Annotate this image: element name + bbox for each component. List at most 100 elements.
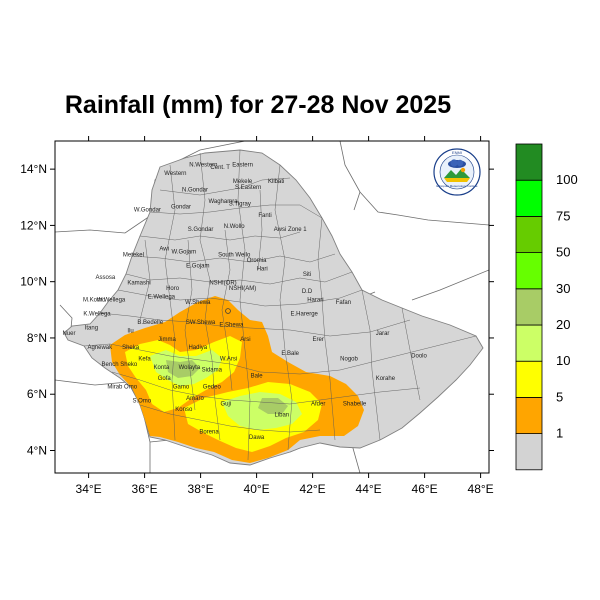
legend-label: 1 bbox=[556, 426, 563, 441]
region-label: Jimma bbox=[158, 337, 176, 343]
legend-swatch bbox=[515, 215, 543, 253]
region-label: Afder bbox=[311, 401, 325, 407]
legend-label: 50 bbox=[556, 245, 570, 260]
region-label: S.Tigray bbox=[229, 202, 251, 208]
lon-tick-label: 34°E bbox=[76, 482, 102, 496]
region-label: Assosa bbox=[96, 275, 116, 281]
region-label: S.Eastern bbox=[235, 185, 261, 191]
lon-tick-label: 36°E bbox=[132, 482, 158, 496]
region-label: Ilu bbox=[127, 328, 133, 334]
region-label: S.Gondar bbox=[188, 227, 214, 233]
emi-logo: ENMI Ethiopian Meteorology Institute bbox=[433, 148, 481, 196]
region-label: Hadiya bbox=[188, 345, 207, 351]
rain-patch-east bbox=[236, 324, 256, 342]
map-title: Rainfall (mm) for 27-28 Nov 2025 bbox=[65, 91, 451, 119]
region-label: Western bbox=[164, 171, 186, 177]
zone-boundaries bbox=[83, 149, 477, 461]
region-label: Korahe bbox=[376, 376, 396, 382]
region-label: Shabelle bbox=[343, 401, 367, 407]
region-label: Wolayta bbox=[179, 365, 201, 371]
legend-swatch bbox=[515, 360, 543, 398]
region-label: N.Western bbox=[189, 162, 217, 168]
region-label: E.Wellega bbox=[148, 295, 176, 301]
region-label: Bench Sheko bbox=[102, 362, 138, 368]
lon-tick-label: 44°E bbox=[356, 482, 382, 496]
region-label: K.Wellega bbox=[83, 311, 111, 317]
region-label: W.Arsi bbox=[220, 356, 237, 362]
legend-swatch bbox=[515, 396, 543, 434]
lat-tick-label: 4°N bbox=[27, 443, 47, 457]
legend-swatch bbox=[515, 252, 543, 290]
rain-20-30mm bbox=[166, 360, 200, 378]
region-label: SW.Shewa bbox=[186, 320, 216, 326]
region-label: Oromia bbox=[247, 258, 267, 264]
region-label: E.Gojam bbox=[186, 264, 209, 270]
legend-label: 10 bbox=[556, 353, 570, 368]
region-label: South Wello bbox=[218, 252, 251, 258]
lon-tick-label: 42°E bbox=[300, 482, 326, 496]
region-label: Agnewak bbox=[87, 345, 113, 351]
region-label: Hari bbox=[257, 266, 268, 272]
region-label: Borena bbox=[199, 430, 219, 436]
region-label: Gamo bbox=[173, 385, 190, 391]
region-label: Doolo bbox=[411, 354, 427, 360]
region-label: Konso bbox=[175, 407, 193, 413]
region-label: Harari bbox=[307, 297, 323, 303]
legend-label: 5 bbox=[556, 389, 563, 404]
mountain-icon bbox=[444, 169, 470, 178]
region-label: Fanti bbox=[258, 213, 271, 219]
region-label: Konta bbox=[154, 365, 170, 371]
region-label: Arsi bbox=[240, 337, 250, 343]
logo-caption: Ethiopian Meteorology Institute bbox=[436, 184, 478, 188]
legend-label: 100 bbox=[556, 172, 578, 187]
region-label: Metekel bbox=[123, 252, 144, 258]
region-label: Erer bbox=[313, 337, 324, 343]
region-label: Gondar bbox=[171, 205, 191, 211]
region-label: M.Komo bbox=[83, 297, 106, 303]
legend-label: 20 bbox=[556, 317, 570, 332]
region-label: W.Shewa bbox=[185, 300, 211, 306]
lon-tick-label: 46°E bbox=[412, 482, 438, 496]
region-label: W.Gojam bbox=[171, 250, 196, 256]
region-label: NSHI(AM) bbox=[229, 286, 256, 292]
region-label: Sidama bbox=[202, 368, 223, 374]
region-label: Siti bbox=[303, 272, 311, 278]
region-label: Mirab Omo bbox=[107, 385, 137, 391]
region-label: Cent. T bbox=[210, 165, 230, 171]
region-label: Dawa bbox=[249, 435, 265, 441]
lon-tick-label: 48°E bbox=[468, 482, 494, 496]
legend-swatch bbox=[515, 143, 543, 181]
region-label: N.Gondar bbox=[182, 188, 208, 194]
lon-tick-label: 40°E bbox=[244, 482, 270, 496]
region-label: Liban bbox=[274, 413, 289, 419]
region-label: Awi bbox=[159, 247, 169, 253]
latitude-axis: 4°N 6°N 8°N 10°N 12°N 14°N bbox=[20, 162, 494, 457]
legend-swatch bbox=[515, 179, 543, 217]
region-label: Amaro bbox=[186, 396, 204, 402]
region-label: Bale bbox=[251, 373, 264, 379]
lat-tick-label: 6°N bbox=[27, 387, 47, 401]
rain-20-30mm-b bbox=[258, 398, 288, 414]
lon-tick-label: 38°E bbox=[188, 482, 214, 496]
region-label: Guji bbox=[220, 401, 231, 407]
logo-arc-text: ENMI bbox=[452, 150, 462, 155]
region-label: W.Gondar bbox=[134, 207, 161, 213]
region-label: Kamashi bbox=[127, 280, 150, 286]
region-label: Sheka bbox=[122, 345, 140, 351]
rainfall-fields bbox=[110, 296, 364, 463]
legend-label: 30 bbox=[556, 281, 570, 296]
region-label: Gedeo bbox=[203, 385, 222, 391]
region-label: N.Wollo bbox=[224, 224, 246, 230]
region-label: S.Omo bbox=[132, 399, 151, 405]
region-label: E.Harerge bbox=[291, 311, 319, 317]
region-label: Horo bbox=[166, 286, 180, 292]
longitude-axis: 34°E 36°E 38°E 40°E 42°E 44°E 46°E 48°E bbox=[76, 136, 494, 496]
legend-swatch bbox=[515, 288, 543, 326]
region-label: Kilbati bbox=[268, 179, 284, 185]
lat-tick-label: 12°N bbox=[20, 218, 47, 232]
region-label: Itang bbox=[85, 326, 98, 332]
region-label: Nuer bbox=[62, 331, 75, 337]
